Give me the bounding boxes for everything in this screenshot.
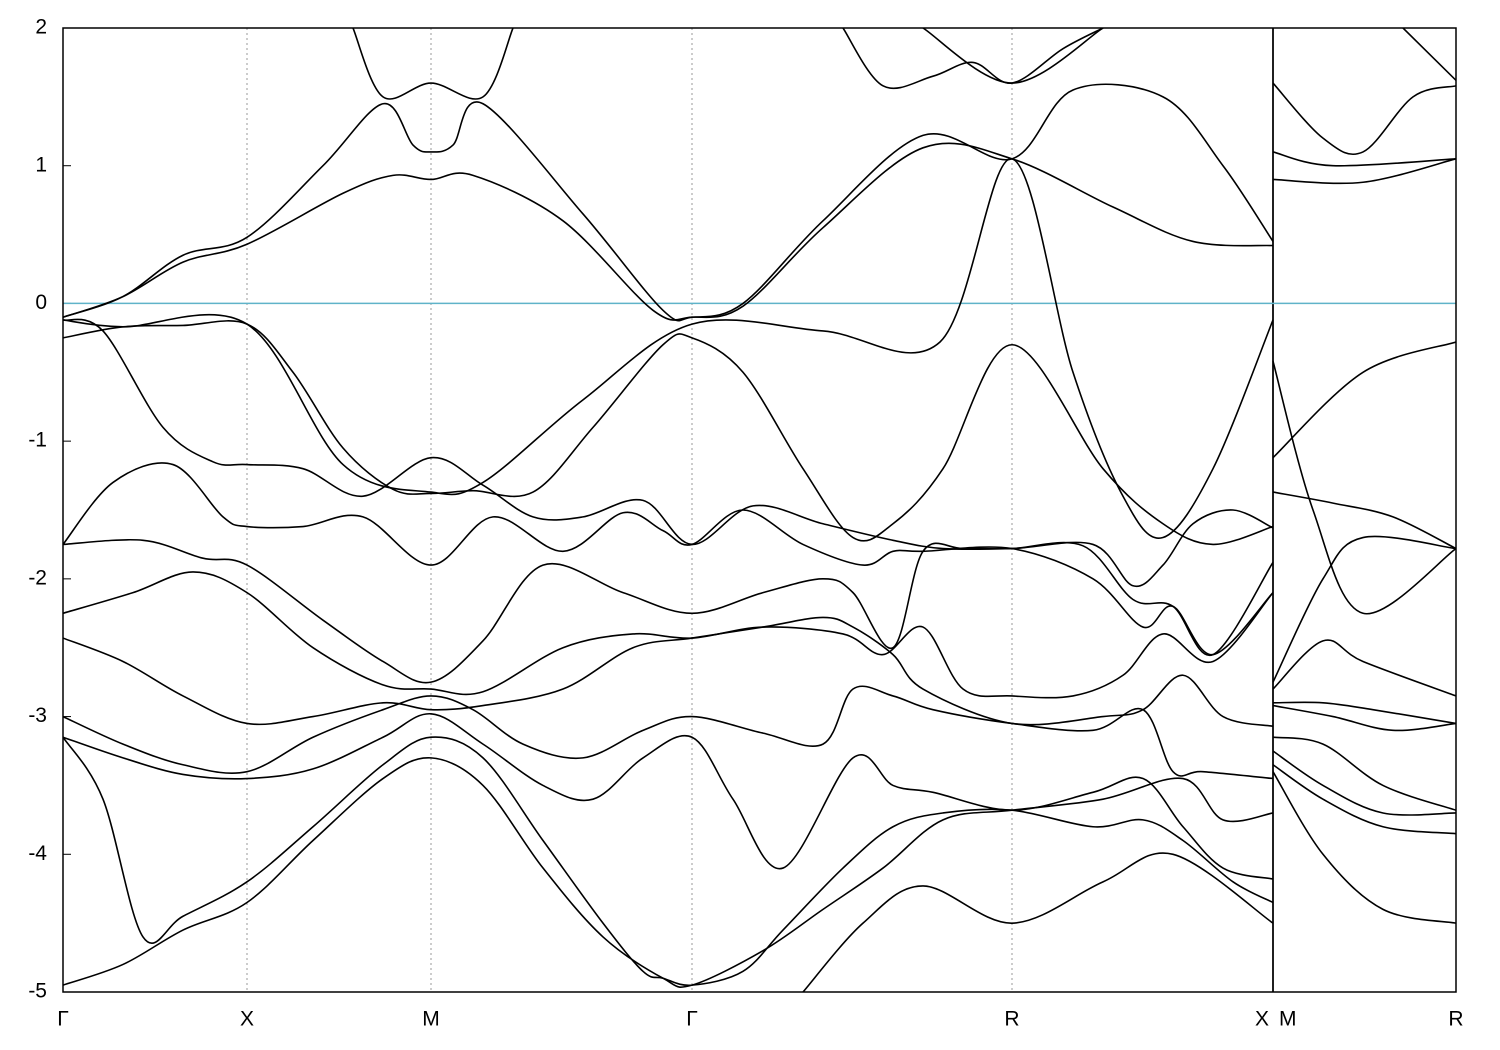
y-tick-label: 0: [35, 291, 47, 314]
bands: [63, 28, 1456, 992]
x-tick-label: M: [422, 1008, 440, 1031]
band-line: [352, 28, 514, 100]
y-tick-label: 1: [35, 153, 47, 176]
grid: [63, 27, 1274, 993]
band-line: [63, 539, 1456, 697]
band-line: [63, 616, 1456, 732]
band-line: [63, 142, 1456, 321]
band-line: [63, 83, 1456, 322]
y-tick-label: -5: [28, 980, 47, 1003]
band-line: [63, 320, 1456, 550]
y-tick-label: -1: [28, 429, 47, 452]
x-tick-label: Γ: [686, 1008, 698, 1031]
band-line: [63, 685, 1456, 811]
y-tick-label: 2: [35, 16, 47, 39]
x-tick-label: X: [1255, 1008, 1269, 1031]
band-line: [802, 852, 1274, 992]
plot-frame: [62, 27, 1457, 993]
band-line: [922, 28, 1456, 84]
x-tick-label: X: [240, 1008, 254, 1031]
y-tick-label: -3: [28, 704, 47, 727]
band-line: [63, 462, 1456, 683]
band-line: [63, 736, 1456, 987]
band-line: [842, 28, 1456, 156]
x-tick-label: Γ: [57, 1008, 69, 1031]
x-tick-label: R: [1448, 1008, 1463, 1031]
band-line: [63, 713, 1456, 880]
band-line: [63, 318, 1456, 615]
band-line: [63, 571, 1456, 725]
y-tick-label: -2: [28, 566, 47, 589]
y-tick-label: -4: [28, 842, 47, 865]
band-line: [63, 158, 1456, 540]
x-tick-label: R: [1004, 1008, 1019, 1031]
band-line: [63, 757, 1456, 988]
x-tick-label: M: [1279, 1008, 1297, 1031]
